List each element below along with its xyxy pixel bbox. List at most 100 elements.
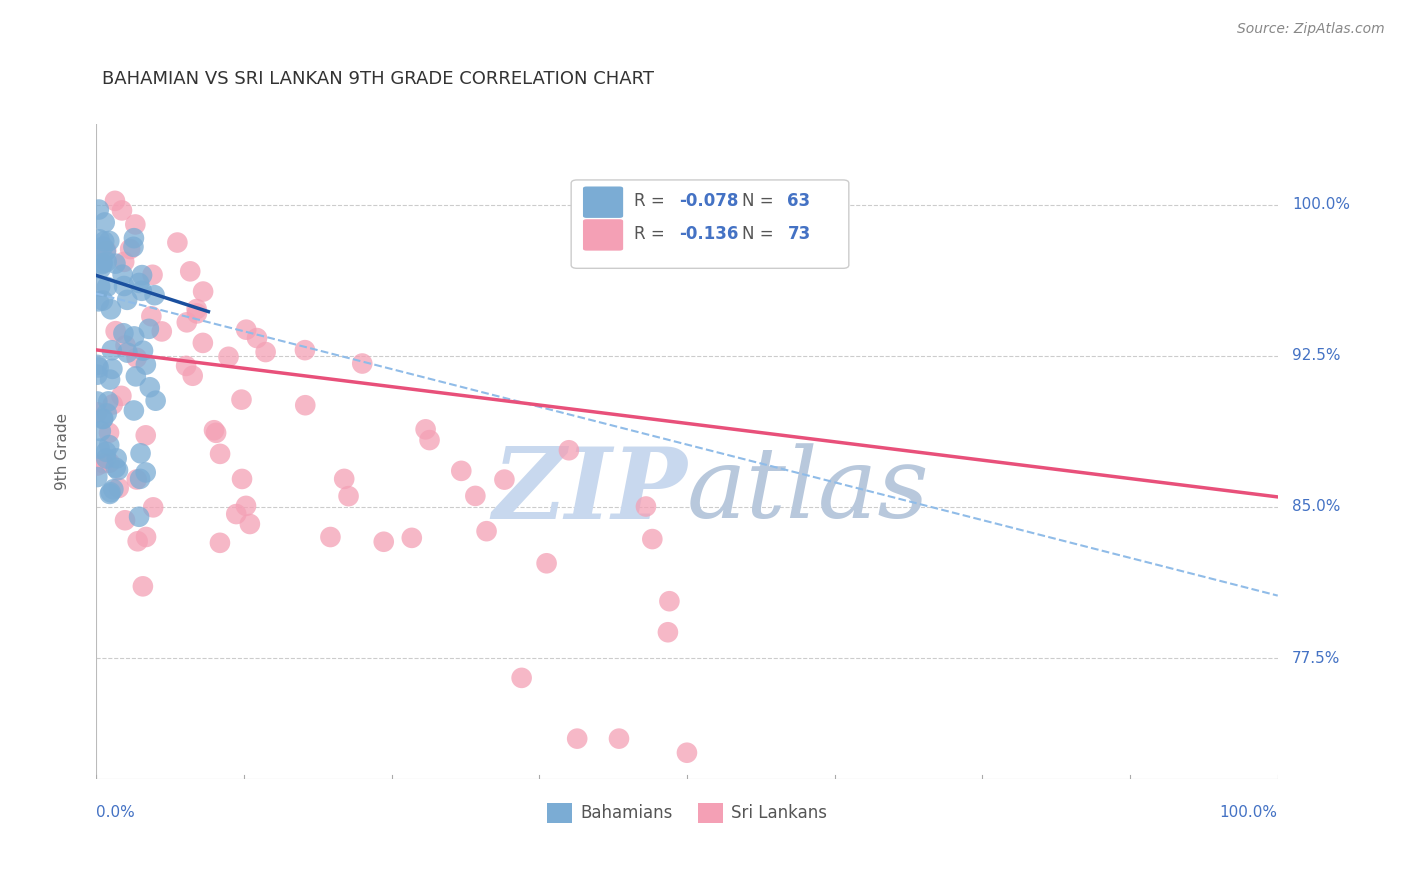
Point [122,231,145,245]
Point [186,306,208,320]
Text: atlas: atlas [688,443,929,539]
Point [138,322,160,336]
Point [254,345,277,359]
Point [129,446,152,460]
Text: BAHAMIAN VS SRI LANKAN 9TH GRADE CORRELATION CHART: BAHAMIAN VS SRI LANKAN 9TH GRADE CORRELA… [103,70,654,88]
Point [337,489,360,503]
Point [143,288,166,302]
Text: 100.0%: 100.0% [1220,805,1278,820]
Point [96,244,118,258]
Point [94,244,117,259]
Text: 100.0%: 100.0% [1292,197,1350,212]
Point [96,406,118,420]
Point [246,331,269,345]
Point [235,323,257,337]
Point [294,398,316,412]
Point [191,335,214,350]
Legend: Bahamians, Sri Lankans: Bahamians, Sri Lankans [540,796,834,830]
Point [131,268,153,282]
Point [125,369,148,384]
Point [112,279,135,293]
Point [179,264,201,278]
Point [91,293,114,308]
Point [676,746,699,760]
Point [202,423,225,437]
Point [634,500,657,514]
Point [91,257,114,271]
Point [209,447,232,461]
Text: N =: N = [742,192,779,210]
Point [104,257,127,271]
FancyBboxPatch shape [583,219,623,251]
Point [131,284,153,298]
Point [142,500,165,515]
Point [122,403,145,417]
Text: N =: N = [742,225,779,243]
Point [101,397,124,411]
Point [494,473,516,487]
Point [166,235,188,250]
Point [120,242,142,256]
Point [86,405,108,419]
Point [464,489,486,503]
Point [115,293,138,307]
Point [128,509,150,524]
Point [87,360,110,375]
Point [98,425,121,440]
Point [104,460,127,475]
Point [100,343,122,358]
Point [132,343,155,358]
Text: -0.136: -0.136 [679,225,738,243]
Point [107,463,129,477]
Point [101,362,124,376]
Point [333,472,356,486]
Point [139,380,162,394]
Point [319,530,342,544]
Text: Source: ZipAtlas.com: Source: ZipAtlas.com [1237,22,1385,37]
Point [181,368,204,383]
Point [176,315,198,329]
Point [122,329,145,343]
Point [567,731,589,746]
Point [135,530,157,544]
Point [107,481,129,495]
Point [135,358,157,372]
Point [510,671,533,685]
Point [208,536,231,550]
Point [87,294,110,309]
Point [98,234,121,248]
Point [125,473,148,487]
Point [536,556,558,570]
Text: 85.0%: 85.0% [1292,500,1340,515]
Point [125,351,148,365]
Point [607,731,630,746]
Point [141,268,163,282]
Text: 73: 73 [787,225,811,243]
Point [87,202,110,217]
Text: R =: R = [634,192,669,210]
Point [96,451,118,466]
FancyBboxPatch shape [571,180,849,268]
Point [91,256,114,270]
Point [96,254,118,268]
Point [97,394,120,409]
Point [132,579,155,593]
Point [100,302,122,317]
Point [124,218,146,232]
Point [89,442,111,456]
Point [103,483,125,497]
Point [558,443,581,458]
Point [114,513,136,527]
Point [658,594,681,608]
Point [98,456,121,470]
Point [415,422,437,436]
Point [89,232,111,246]
Point [86,458,108,473]
Point [186,302,208,317]
Point [93,215,115,229]
Point [352,357,374,371]
Point [94,445,117,459]
Point [401,531,423,545]
FancyBboxPatch shape [583,186,623,218]
Point [105,451,128,466]
